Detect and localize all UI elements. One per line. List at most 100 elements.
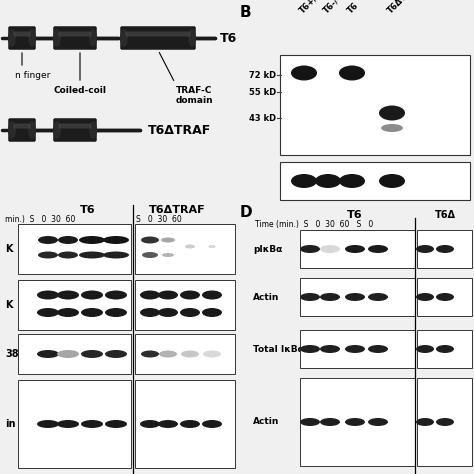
Ellipse shape [8, 121, 16, 139]
Ellipse shape [158, 291, 178, 300]
Ellipse shape [185, 245, 195, 248]
Text: D: D [240, 205, 253, 220]
Text: T6Δ: T6Δ [435, 210, 456, 220]
Text: T6ΔTRAF: T6ΔTRAF [149, 205, 205, 215]
Ellipse shape [180, 420, 200, 428]
Ellipse shape [300, 345, 320, 353]
FancyBboxPatch shape [58, 31, 91, 36]
Ellipse shape [53, 29, 61, 47]
Ellipse shape [142, 252, 158, 258]
Bar [18, 334, 131, 374]
Text: n finger: n finger [15, 71, 50, 80]
Ellipse shape [105, 420, 127, 428]
FancyBboxPatch shape [13, 31, 30, 36]
Ellipse shape [58, 236, 78, 244]
Ellipse shape [345, 293, 365, 301]
Ellipse shape [379, 106, 405, 120]
Ellipse shape [188, 29, 196, 47]
Text: 43 kD: 43 kD [249, 113, 276, 122]
Ellipse shape [103, 236, 129, 244]
Bar [135, 280, 235, 330]
Bar [417, 278, 472, 316]
Bar [300, 378, 415, 466]
Ellipse shape [315, 174, 341, 188]
Ellipse shape [81, 308, 103, 317]
Ellipse shape [79, 252, 105, 258]
Ellipse shape [37, 420, 59, 428]
Ellipse shape [368, 293, 388, 301]
Ellipse shape [37, 291, 59, 300]
Ellipse shape [28, 121, 36, 139]
Text: Actin: Actin [253, 418, 279, 427]
Text: T6: T6 [347, 210, 363, 220]
Bar [18, 380, 131, 468]
Bar [135, 224, 235, 274]
Ellipse shape [37, 350, 59, 358]
Ellipse shape [162, 253, 174, 257]
Ellipse shape [368, 345, 388, 353]
Ellipse shape [436, 345, 454, 353]
Ellipse shape [416, 245, 434, 253]
Ellipse shape [416, 345, 434, 353]
FancyBboxPatch shape [9, 27, 36, 49]
Ellipse shape [140, 308, 160, 317]
Ellipse shape [89, 121, 97, 139]
Text: T6-/-: T6-/- [322, 0, 344, 15]
Ellipse shape [38, 236, 58, 244]
Text: T6: T6 [80, 205, 96, 215]
Bar [300, 330, 415, 368]
Ellipse shape [345, 418, 365, 426]
Text: T6: T6 [220, 31, 237, 45]
Ellipse shape [58, 252, 78, 258]
Ellipse shape [57, 291, 79, 300]
FancyBboxPatch shape [58, 124, 91, 128]
Bar [300, 230, 415, 268]
Text: Time (min.)  S   0  30  60   S   0: Time (min.) S 0 30 60 S 0 [255, 220, 373, 229]
Ellipse shape [339, 174, 365, 188]
Ellipse shape [379, 174, 405, 188]
Text: K: K [5, 244, 12, 254]
Ellipse shape [208, 245, 216, 248]
Ellipse shape [291, 174, 317, 188]
Ellipse shape [37, 308, 59, 317]
Text: Coiled-coil: Coiled-coil [54, 86, 107, 95]
Ellipse shape [416, 293, 434, 301]
Ellipse shape [79, 236, 105, 244]
Bar [417, 330, 472, 368]
Text: T6+/+: T6+/+ [298, 0, 324, 15]
Bar [0, 0, 237, 200]
Ellipse shape [103, 252, 129, 258]
Ellipse shape [436, 245, 454, 253]
Ellipse shape [381, 124, 403, 132]
Text: 55 kD: 55 kD [249, 88, 276, 97]
Ellipse shape [159, 350, 177, 357]
Ellipse shape [158, 420, 178, 428]
FancyBboxPatch shape [9, 118, 36, 142]
Ellipse shape [89, 29, 97, 47]
Text: in: in [5, 419, 16, 429]
FancyBboxPatch shape [13, 124, 30, 128]
Ellipse shape [291, 65, 317, 81]
Ellipse shape [120, 29, 128, 47]
Ellipse shape [81, 350, 103, 358]
Bar [18, 224, 131, 274]
FancyBboxPatch shape [126, 31, 191, 36]
Ellipse shape [105, 291, 127, 300]
Ellipse shape [38, 252, 58, 258]
Bar [135, 380, 235, 468]
Ellipse shape [203, 350, 221, 357]
Text: T6ΔTRAF: T6ΔTRAF [386, 0, 422, 15]
Bar [280, 55, 470, 155]
Text: K: K [5, 300, 12, 310]
Text: pIκBα: pIκBα [253, 245, 283, 254]
Ellipse shape [57, 308, 79, 317]
FancyBboxPatch shape [54, 118, 97, 142]
Ellipse shape [368, 418, 388, 426]
Bar [280, 162, 470, 200]
Ellipse shape [320, 345, 340, 353]
Text: Actin: Actin [253, 292, 279, 301]
Ellipse shape [202, 291, 222, 300]
FancyBboxPatch shape [120, 27, 195, 49]
Ellipse shape [57, 350, 79, 358]
Ellipse shape [53, 121, 61, 139]
